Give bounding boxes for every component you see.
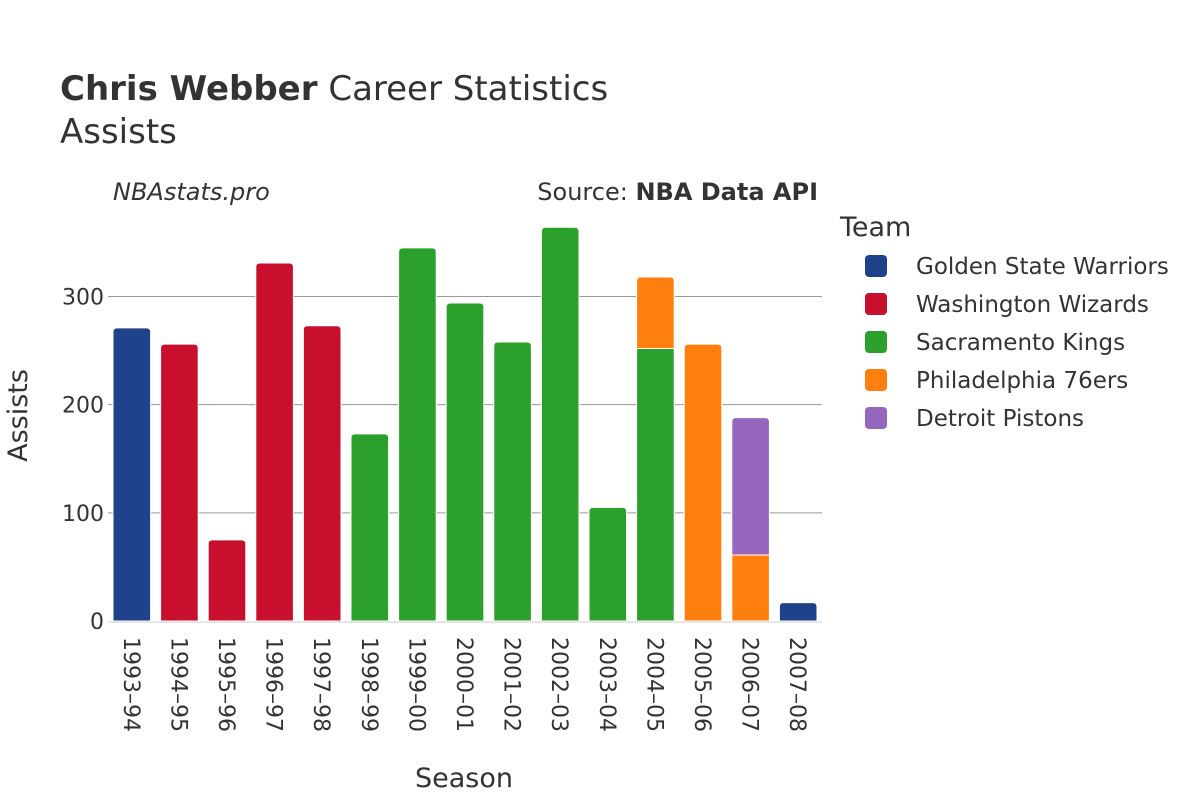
- legend-label: Philadelphia 76ers: [916, 368, 1128, 394]
- legend-item-golden-state-warriors[interactable]: Golden State Warriors: [865, 254, 1169, 280]
- legend-label: Sacramento Kings: [916, 330, 1125, 356]
- legend-item-detroit-pistons[interactable]: Detroit Pistons: [865, 406, 1084, 432]
- x-tick-label: 2004–05: [641, 637, 666, 732]
- bar-2004–05-sacramento-kings[interactable]: [636, 347, 675, 622]
- source-credit: Source: NBA Data API: [537, 178, 818, 206]
- site-credit: NBAstats.pro: [113, 178, 270, 206]
- legend-item-washington-wizards[interactable]: Washington Wizards: [865, 292, 1149, 318]
- bar-2001–02-sacramento-kings[interactable]: [493, 341, 532, 622]
- x-tick-label: 1994–95: [165, 637, 190, 732]
- source-prefix: Source:: [537, 178, 635, 206]
- bar-2005–06-philadelphia-76ers[interactable]: [683, 343, 723, 622]
- bar-2004–05-philadelphia-76ers[interactable]: [636, 276, 675, 349]
- chart-title: Chris Webber Career Statistics: [60, 69, 608, 109]
- bar-1993–94-golden-state-warriors[interactable]: [112, 327, 152, 622]
- x-tick-label: 1999–00: [403, 637, 428, 732]
- legend-label: Washington Wizards: [916, 292, 1149, 318]
- bar-2007–08-golden-state-warriors[interactable]: [778, 602, 818, 622]
- x-tick-label: 2000–01: [451, 637, 476, 732]
- legend-swatch: [865, 369, 887, 391]
- source-name: NBA Data API: [635, 178, 818, 206]
- x-tick-label: 1993–94: [118, 637, 143, 732]
- x-tick-label: 2003–04: [594, 637, 619, 732]
- y-axis-title: Assists: [3, 369, 34, 462]
- bar-1997–98-washington-wizards[interactable]: [302, 325, 342, 622]
- chart-title-bold: Chris Webber: [60, 69, 318, 109]
- y-tick-label: 0: [90, 610, 104, 635]
- legend-label: Golden State Warriors: [916, 254, 1169, 280]
- legend-item-sacramento-kings[interactable]: Sacramento Kings: [865, 330, 1125, 356]
- bar-2006–07-detroit-pistons[interactable]: [731, 417, 770, 556]
- bar-1999–00-sacramento-kings[interactable]: [398, 247, 437, 622]
- chart-subtitle: Assists: [60, 112, 177, 152]
- x-tick-label: 1998–99: [356, 637, 381, 732]
- bar-1996–97-washington-wizards[interactable]: [255, 262, 294, 622]
- x-tick-label: 1996–97: [261, 637, 286, 732]
- x-tick-label: 2002–03: [546, 637, 571, 732]
- chart-title-rest: Career Statistics: [328, 69, 608, 109]
- bar-2000–01-sacramento-kings[interactable]: [445, 302, 485, 622]
- x-tick-label: 1995–96: [213, 637, 238, 732]
- x-tick-labels: 1993–94 1994–95 1995–96 1996–97 1997–98 1998–…: [118, 637, 809, 732]
- legend-item-philadelphia-76ers[interactable]: Philadelphia 76ers: [865, 368, 1128, 394]
- bar-2006–07-philadelphia-76ers[interactable]: [731, 554, 770, 622]
- legend-title: Team: [839, 212, 911, 243]
- legend-swatch: [865, 407, 887, 429]
- x-tick-label: 1997–98: [308, 637, 333, 732]
- x-tick-label: 2001–02: [499, 637, 524, 732]
- y-tick-label: 300: [62, 286, 104, 311]
- y-tick-labels: 0 100 200 300: [62, 286, 104, 635]
- legend-swatch: [865, 255, 887, 277]
- y-tick-label: 200: [62, 394, 104, 419]
- bars: [112, 226, 818, 622]
- bar-1995–96-washington-wizards[interactable]: [207, 539, 247, 622]
- legend-swatch: [865, 293, 887, 315]
- bar-2003–04-sacramento-kings[interactable]: [588, 506, 628, 622]
- bar-1994–95-washington-wizards[interactable]: [160, 343, 199, 622]
- bar-1998–99-sacramento-kings[interactable]: [350, 433, 390, 622]
- legend[interactable]: Golden State Warriors Washington Wizards S…: [865, 254, 1169, 432]
- legend-label: Detroit Pistons: [916, 406, 1084, 432]
- x-tick-label: 2007–08: [784, 637, 809, 732]
- x-axis-title: Season: [415, 763, 513, 794]
- legend-swatch: [865, 331, 887, 353]
- bar-2002–03-sacramento-kings[interactable]: [540, 226, 580, 622]
- y-tick-label: 100: [62, 502, 104, 527]
- x-tick-label: 2006–07: [737, 637, 762, 732]
- x-tick-label: 2005–06: [689, 637, 714, 732]
